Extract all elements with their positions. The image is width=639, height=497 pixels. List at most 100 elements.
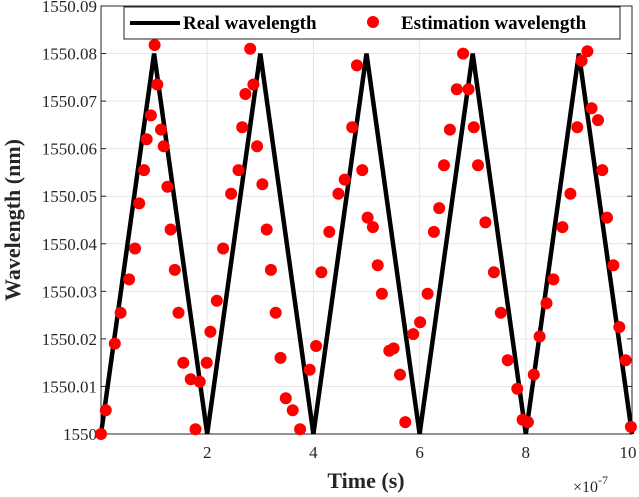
- estimation-point: [387, 342, 400, 355]
- estimation-point: [356, 164, 369, 177]
- estimation-point: [264, 263, 277, 276]
- estimation-point: [375, 287, 388, 300]
- estimation-point: [294, 423, 307, 436]
- estimation-point: [274, 351, 287, 364]
- y-tick-label: 1550: [63, 425, 97, 444]
- estimation-point: [521, 416, 534, 429]
- estimation-point: [399, 416, 412, 429]
- estimation-point: [371, 259, 384, 272]
- estimation-point: [479, 216, 492, 229]
- series-estimation-wavelength: [95, 39, 637, 440]
- estimation-point: [303, 363, 316, 376]
- estimation-point: [279, 392, 292, 405]
- estimation-point: [624, 420, 637, 433]
- legend-dot-swatch: [367, 16, 379, 28]
- y-tick-label: 1550.08: [42, 45, 97, 64]
- estimation-point: [247, 78, 260, 91]
- estimation-point: [619, 354, 632, 367]
- estimation-point: [256, 178, 269, 191]
- estimation-point: [547, 273, 560, 286]
- estimation-point: [361, 211, 374, 224]
- estimation-point: [138, 164, 150, 177]
- estimation-point: [99, 404, 112, 417]
- estimation-point: [140, 133, 153, 146]
- estimation-point: [414, 316, 427, 329]
- y-tick-label: 1550.01: [42, 377, 97, 396]
- legend-label-real: Real wavelength: [183, 13, 317, 34]
- estimation-point: [366, 221, 379, 234]
- estimation-point: [269, 306, 282, 319]
- estimation-point: [95, 428, 107, 440]
- estimation-point: [184, 373, 197, 386]
- estimation-point: [472, 159, 484, 172]
- estimation-point: [467, 121, 480, 134]
- estimation-point: [571, 121, 584, 134]
- estimation-point: [494, 306, 507, 319]
- legend: Real wavelength Estimation wavelength: [123, 6, 621, 40]
- estimation-point: [350, 59, 363, 72]
- estimation-point: [585, 102, 598, 115]
- estimation-point: [315, 266, 328, 279]
- estimation-point: [148, 39, 161, 51]
- estimation-point: [251, 140, 264, 153]
- estimation-point: [487, 266, 500, 279]
- estimation-point: [129, 242, 141, 255]
- estimation-point: [443, 123, 456, 136]
- estimation-point: [533, 330, 546, 343]
- estimation-point: [108, 337, 121, 350]
- estimation-point: [601, 211, 613, 224]
- estimation-point: [592, 114, 604, 127]
- x-axis: 2 4 6 8 10: [203, 429, 637, 462]
- estimation-point: [168, 263, 181, 276]
- estimation-point: [310, 340, 323, 352]
- estimation-point: [556, 221, 569, 234]
- estimation-point: [161, 180, 174, 193]
- estimation-point: [346, 121, 359, 134]
- estimation-point: [114, 306, 127, 319]
- y-tick-label: 1550.07: [42, 92, 98, 111]
- estimation-point: [239, 88, 252, 100]
- estimation-point: [225, 187, 238, 200]
- grid: [101, 5, 633, 435]
- legend-label-estimation: Estimation wavelength: [401, 13, 587, 34]
- x-tick-label: 10: [620, 443, 637, 462]
- estimation-point: [177, 356, 190, 369]
- estimation-point: [527, 368, 540, 381]
- estimation-point: [189, 423, 202, 436]
- estimation-point: [151, 78, 164, 91]
- y-tick-label: 1550.03: [42, 282, 97, 301]
- estimation-point: [133, 197, 146, 210]
- estimation-point: [286, 404, 299, 417]
- estimation-point: [581, 45, 594, 58]
- estimation-point: [564, 187, 577, 200]
- plot-area-frame: [100, 5, 633, 435]
- estimation-point: [204, 325, 217, 338]
- x-axis-exponent-power: -7: [598, 473, 608, 487]
- y-tick-label: 1550.06: [42, 140, 97, 159]
- estimation-point: [332, 187, 345, 200]
- estimation-point: [613, 321, 626, 333]
- x-axis-label: Time (s): [327, 468, 404, 493]
- x-tick-label: 4: [309, 443, 318, 462]
- estimation-point: [144, 109, 157, 122]
- estimation-point: [607, 259, 620, 272]
- estimation-point: [244, 42, 257, 55]
- y-tick-label: 1550.09: [42, 0, 97, 16]
- estimation-point: [438, 159, 450, 172]
- estimation-point: [210, 294, 223, 307]
- estimation-point: [575, 54, 588, 67]
- estimation-point: [421, 287, 434, 300]
- y-axis-label: Wavelength (nm): [0, 139, 25, 301]
- x-tick-label: 6: [415, 443, 424, 462]
- x-tick-label: 2: [203, 443, 212, 462]
- estimation-point: [123, 273, 136, 286]
- estimation-point: [260, 223, 273, 236]
- x-axis-exponent-base: ×10: [573, 479, 598, 496]
- estimation-point: [155, 123, 167, 136]
- estimation-point: [193, 375, 206, 388]
- estimation-point: [338, 173, 351, 186]
- y-axis: 1550 1550.01 1550.02 1550.03 1550.04 1550.05 1…: [42, 0, 632, 444]
- estimation-point: [157, 140, 170, 153]
- estimation-point: [394, 368, 406, 381]
